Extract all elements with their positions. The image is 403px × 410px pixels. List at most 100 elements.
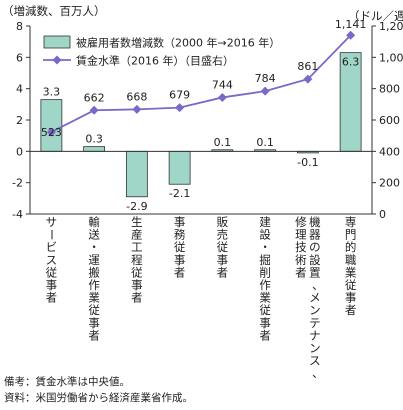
category-label-char: 者 — [345, 303, 357, 317]
category-label-char: 掘 — [259, 253, 271, 267]
category-label-char: 従 — [345, 278, 357, 292]
left-tick-label: 6 — [16, 51, 23, 64]
category-label-char: 設 — [259, 228, 271, 242]
category-label-char: 事 — [259, 316, 271, 330]
category-label-char: 職 — [345, 253, 357, 267]
category-label-char: 従 — [131, 265, 143, 279]
category-label-char: 技 — [295, 240, 307, 254]
right-tick-label: 0 — [379, 208, 386, 221]
note-line-2: 資料：米国労働省から経済産業省作成。 — [4, 392, 193, 404]
line-point — [46, 127, 56, 137]
line-data-label: 662 — [84, 91, 105, 104]
category-label-char: 運 — [88, 253, 100, 267]
bar-data-label: 0.1 — [256, 136, 274, 149]
bar-data-label: -2.9 — [126, 200, 147, 213]
left-tick-label: -2 — [12, 177, 23, 190]
bar-data-label: -2.1 — [169, 187, 190, 200]
category-label-char: 専 — [345, 215, 357, 229]
category-label-char: 事 — [46, 278, 58, 292]
category-label-char: 輸 — [88, 215, 100, 229]
category-label-char: 搬 — [88, 265, 100, 279]
line-point — [89, 105, 99, 115]
category-label-char: 従 — [46, 265, 58, 279]
category-label-char: の — [309, 240, 321, 254]
category-label-char: 、 — [312, 366, 324, 380]
right-tick-label: 800 — [379, 83, 400, 96]
category-label-char: 従 — [259, 303, 271, 317]
category-label-char: 事 — [345, 291, 357, 305]
category-label-char: 術 — [295, 253, 307, 267]
category-label-char: 程 — [131, 253, 143, 267]
category-label-char: 置 — [309, 265, 321, 279]
line-data-label: 523 — [41, 126, 62, 139]
category-label-char: 削 — [259, 265, 271, 279]
category-label-char: 者 — [217, 265, 229, 279]
bar — [125, 150, 148, 198]
right-tick-label: 200 — [379, 177, 400, 190]
bar — [83, 146, 106, 152]
line-point — [217, 92, 227, 102]
bar-data-label: 0.1 — [214, 136, 232, 149]
legend-line-label: 賃金水準（2016 年）（目盛右） — [76, 54, 234, 68]
category-label-char: 事 — [88, 316, 100, 330]
line-point — [132, 104, 142, 114]
legend-bar-label: 被雇用者数増減数（2000 年→2016 年） — [76, 36, 280, 50]
category-label-char: ビ — [46, 240, 58, 254]
bar-data-label: -0.1 — [297, 156, 318, 169]
category-label-char: ス — [46, 253, 58, 267]
category-label-char: 者 — [259, 328, 271, 342]
category-label-char: 修 — [295, 215, 307, 229]
line-data-label: 744 — [212, 78, 233, 91]
category-label-char: 従 — [217, 240, 229, 254]
category-label-char: 器 — [309, 228, 321, 242]
category-label-char: 作 — [88, 278, 100, 292]
category-label-char: ・ — [259, 240, 271, 254]
category-label-char: 工 — [131, 240, 143, 254]
category-label-char: ン — [309, 303, 321, 317]
bar-data-label: 3.3 — [43, 86, 61, 99]
line-point — [175, 103, 185, 113]
line-point — [346, 30, 356, 40]
category-label-char: テ — [309, 316, 321, 330]
line-series: 523 662 668 679 744 784 861 1,141 — [41, 18, 367, 139]
category-label-char: 者 — [295, 265, 307, 279]
category-label-char: 事 — [217, 253, 229, 267]
right-tick-label: 600 — [379, 114, 400, 127]
left-tick-label: 2 — [16, 114, 23, 127]
line-data-label: 861 — [297, 60, 318, 73]
line-point — [303, 74, 313, 84]
line-point — [260, 86, 270, 96]
category-label-char: 業 — [345, 265, 357, 279]
legend-line-marker — [52, 55, 62, 65]
category-labels: サービス従事者輸送・運搬作業従事者生産工程従事者事務従事者販売従事者建設・掘削作… — [44, 215, 357, 380]
category-label-char: ・ — [88, 240, 100, 254]
bar — [168, 150, 191, 185]
left-tick-label: 0 — [16, 145, 23, 158]
note-line-1: 備考：賃金水準は中央値。 — [4, 376, 130, 388]
left-tick-label: 8 — [16, 20, 23, 33]
category-label-char: 産 — [131, 228, 143, 242]
plot-frame — [29, 26, 373, 215]
category-label-char: 者 — [88, 328, 100, 342]
category-label-char: 理 — [295, 228, 307, 242]
category-label-char: 業 — [259, 291, 271, 305]
category-label-char: 作 — [259, 278, 271, 292]
category-label-char: 門 — [345, 228, 357, 242]
line-data-label: 668 — [126, 90, 147, 103]
category-label-char: 業 — [88, 291, 100, 305]
category-label-char: ン — [309, 341, 321, 355]
right-axis-ticks: 0 200 400 600 800 1,000 1,200 — [372, 20, 403, 221]
category-label-char: 機 — [309, 215, 321, 229]
bar-data-label: 6.3 — [342, 56, 360, 69]
right-tick-label: 1,200 — [379, 20, 403, 33]
bar-series: 3.3 0.3 -2.9 -2.1 0.1 0.1 -0.1 6.3 — [40, 52, 362, 213]
category-label-char: 販 — [217, 215, 229, 229]
bar-data-label: 0.3 — [85, 133, 103, 146]
right-tick-label: 1,000 — [379, 51, 403, 64]
line-data-label: 1,141 — [335, 18, 367, 31]
left-axis-label: （増減数、百万人） — [2, 4, 106, 18]
legend-bar-swatch — [43, 35, 71, 49]
category-label-char: 事 — [174, 253, 186, 267]
category-label-char: 生 — [131, 215, 143, 229]
